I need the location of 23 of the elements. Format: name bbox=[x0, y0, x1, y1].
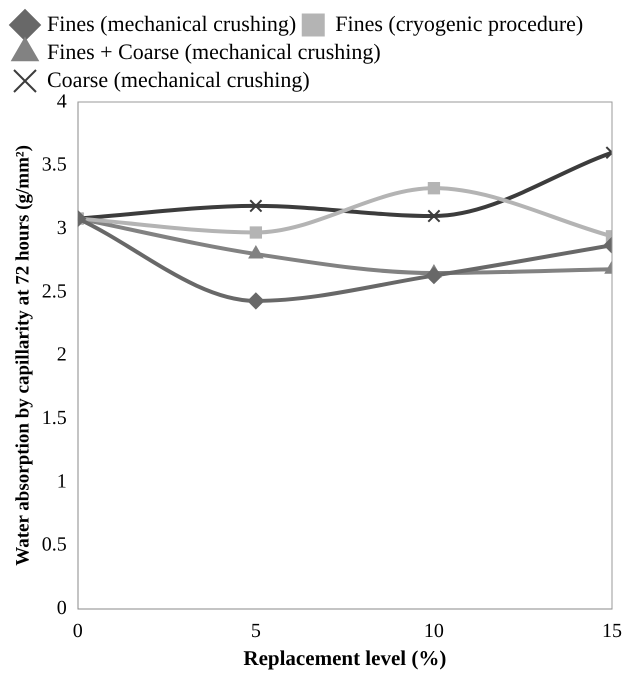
point bbox=[249, 199, 263, 213]
y-tick-label: 4 bbox=[56, 90, 67, 112]
y-tick-label: 1.5 bbox=[42, 407, 67, 429]
x-tick-label: 5 bbox=[250, 620, 261, 642]
x-axis-title: Replacement level (%) bbox=[243, 646, 446, 670]
x-tick-label: 0 bbox=[72, 620, 83, 642]
x-tick-label: 15 bbox=[602, 620, 622, 642]
legend-label: Fines (cryogenic procedure) bbox=[335, 10, 584, 36]
y-tick-label: 3.5 bbox=[42, 154, 67, 176]
y-tick-label: 1 bbox=[56, 470, 67, 492]
y-axis-title: Water absorption by capillarity at 72 hours (g/mm²) bbox=[12, 145, 34, 566]
point bbox=[250, 226, 262, 239]
y-tick-label: 0 bbox=[56, 597, 67, 620]
point bbox=[427, 209, 441, 223]
x-tick-label: 10 bbox=[424, 620, 444, 642]
y-tick-label: 2 bbox=[56, 344, 67, 366]
legend-label: Fines (mechanical crushing) bbox=[47, 10, 296, 36]
legend-label: Coarse (mechanical crushing) bbox=[47, 66, 310, 92]
point bbox=[428, 182, 440, 194]
legend-label: Fines + Coarse (mechanical crushing) bbox=[47, 38, 381, 64]
y-tick-label: 3 bbox=[56, 216, 67, 239]
y-tick-label: 0.5 bbox=[42, 534, 67, 556]
y-tick-label: 2.5 bbox=[42, 280, 67, 302]
